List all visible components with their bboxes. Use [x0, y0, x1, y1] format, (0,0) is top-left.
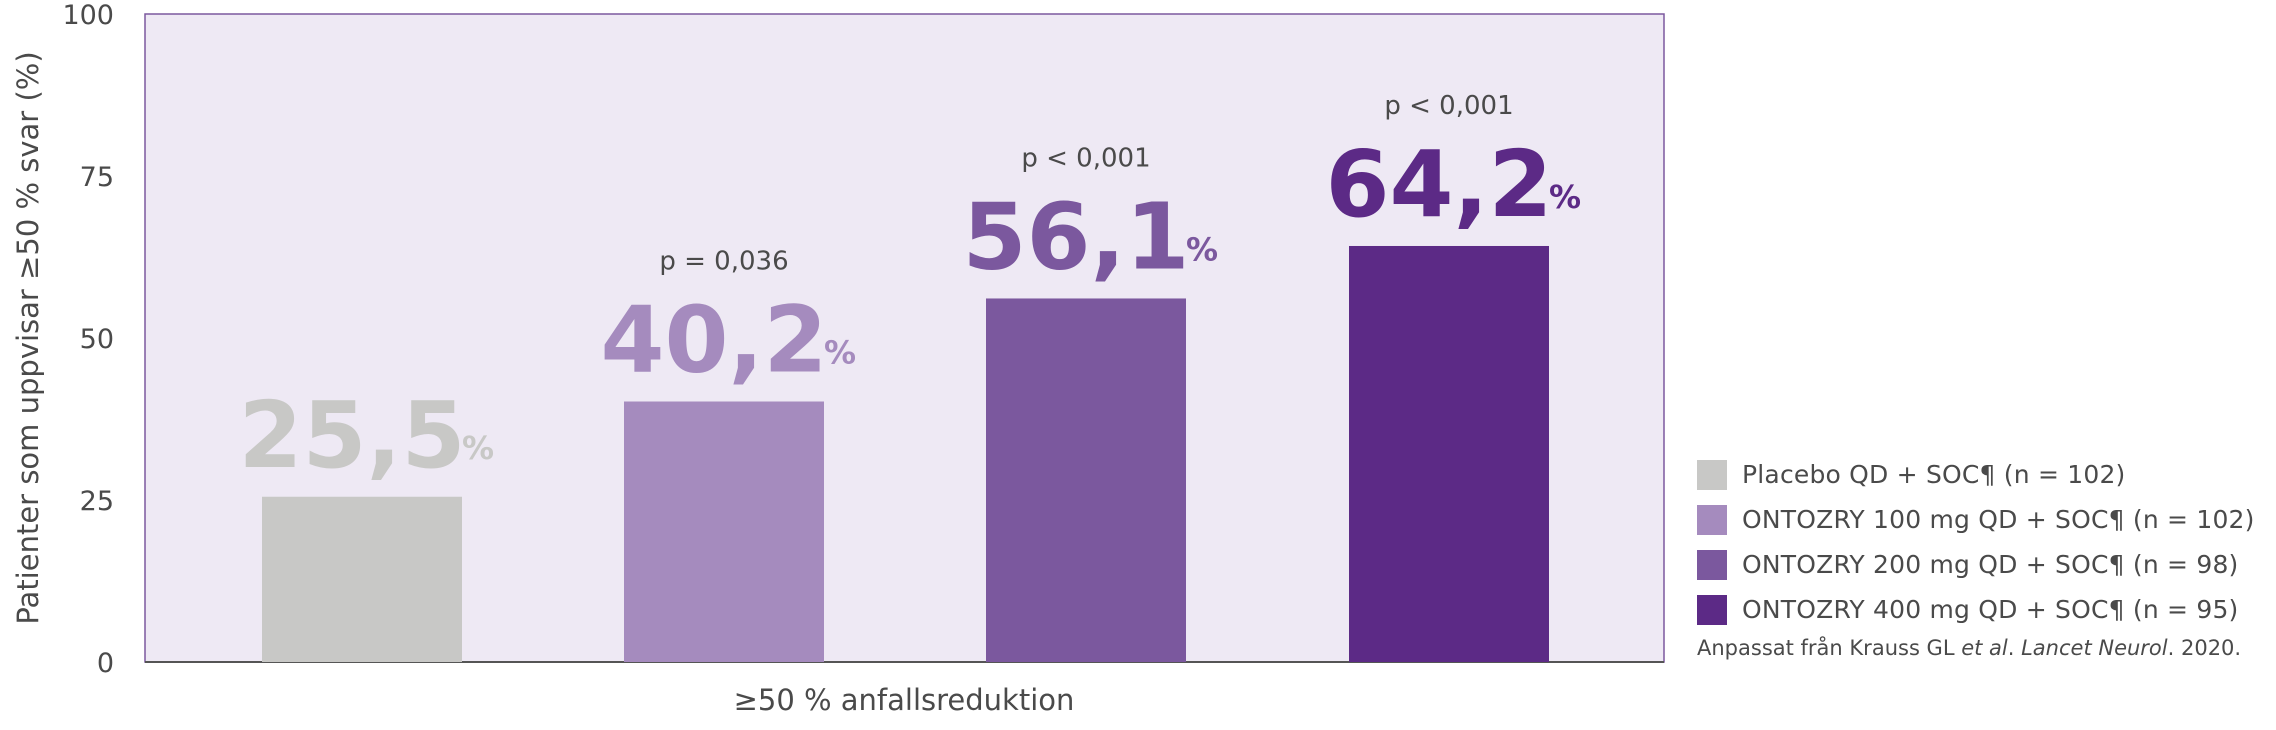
source-citation: Anpassat från Krauss GL et al. Lancet Ne…: [1697, 636, 2241, 660]
p-value-label: p < 0,001: [1384, 91, 1513, 121]
bars: 25,5%40,2%p = 0,036 56,1%p < 0,001 64,2%p …: [239, 91, 1581, 662]
bar: [624, 401, 824, 662]
y-tick-label: 100: [62, 0, 114, 31]
legend-item: Placebo QD + SOC¶ (n = 102): [1697, 452, 2267, 497]
legend-label: ONTOZRY 200 mg QD + SOC¶ (n = 98): [1742, 550, 2239, 579]
data-label: 25,5: [239, 382, 466, 489]
source-suffix: . 2020.: [2167, 636, 2242, 660]
legend-swatch: [1697, 549, 1727, 580]
source-journal: Lancet Neurol: [2021, 636, 2168, 660]
legend-label: ONTOZRY 400 mg QD + SOC¶ (n = 95): [1742, 595, 2239, 624]
source-prefix: Anpassat från Krauss GL: [1697, 636, 1962, 660]
legend: Placebo QD + SOC¶ (n = 102) ONTOZRY 100 …: [1697, 452, 2267, 632]
data-label: 64,2: [1326, 131, 1553, 238]
legend-item: ONTOZRY 100 mg QD + SOC¶ (n = 102): [1697, 497, 2267, 542]
y-tick-label: 50: [80, 324, 114, 355]
y-tick-labels: 0 25 50 75 100: [62, 0, 114, 679]
bar: [262, 496, 462, 662]
legend-label: Placebo QD + SOC¶ (n = 102): [1742, 460, 2126, 489]
source-etal: et al: [1961, 636, 2008, 660]
y-tick-label: 0: [97, 648, 114, 679]
x-axis-label: ≥50 % anfallsreduktion: [734, 683, 1075, 717]
y-tick-label: 25: [80, 486, 114, 517]
data-label-unit: %: [462, 429, 494, 467]
p-value-label: p < 0,001: [1021, 143, 1150, 173]
data-label-unit: %: [1549, 178, 1581, 216]
legend-swatch: [1697, 504, 1727, 535]
data-label: 40,2: [601, 287, 828, 394]
bar: [986, 298, 1186, 662]
legend-item: ONTOZRY 400 mg QD + SOC¶ (n = 95): [1697, 587, 2267, 632]
y-tick-label: 75: [80, 162, 114, 193]
p-value-label: p = 0,036: [659, 247, 788, 277]
data-label-unit: %: [824, 334, 856, 372]
legend-item: ONTOZRY 200 mg QD + SOC¶ (n = 98): [1697, 542, 2267, 587]
legend-swatch: [1697, 594, 1727, 625]
data-label: 56,1: [963, 183, 1190, 290]
data-label-unit: %: [1186, 230, 1218, 268]
legend-swatch: [1697, 459, 1727, 490]
source-mid: .: [2007, 636, 2022, 660]
bar: [1349, 245, 1549, 662]
y-axis-label: Patienter som uppvisar ≥50 % svar (%): [11, 51, 45, 624]
legend-label: ONTOZRY 100 mg QD + SOC¶ (n = 102): [1742, 505, 2255, 534]
